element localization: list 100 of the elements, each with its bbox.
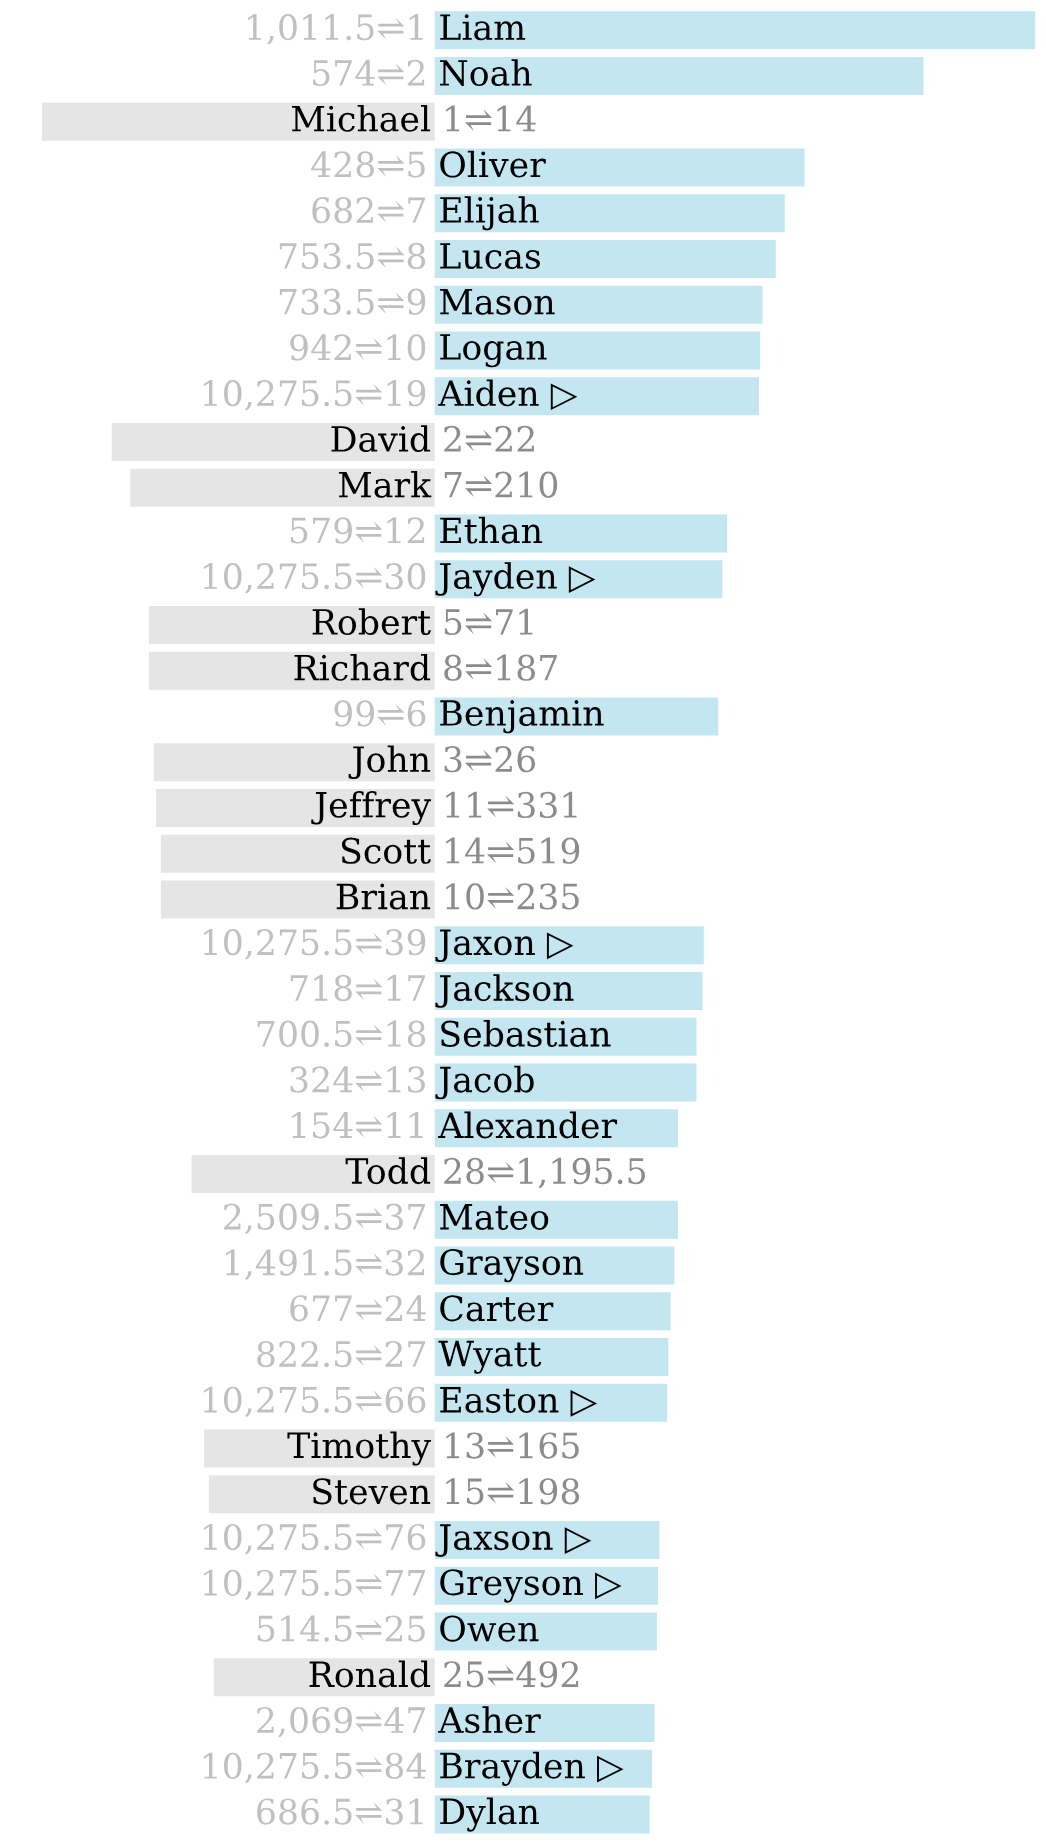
annotation: 11⇌331 <box>446 791 577 819</box>
bar <box>130 468 435 507</box>
annotation: 574⇌2 <box>313 59 425 87</box>
bar <box>434 148 805 187</box>
y-tick-label: Mason <box>440 289 555 315</box>
annotation: 1,491.5⇌32 <box>225 1249 425 1280</box>
y-tick-label: Jackson <box>435 974 574 1008</box>
y-tick-label: Michael <box>292 104 431 132</box>
annotation: 1⇌14 <box>446 105 536 132</box>
annotation: 10,275.5⇌77 <box>203 1569 426 1601</box>
annotation: 428⇌5 <box>311 151 425 178</box>
y-tick-label: Oliver <box>440 150 546 178</box>
annotation: 2,509.5⇌37 <box>224 1203 426 1235</box>
bar <box>434 1338 669 1377</box>
bar <box>434 331 761 370</box>
annotation: 28⇌1,195.5 <box>444 1157 646 1189</box>
y-tick-label: Ronald <box>309 1660 431 1688</box>
bar <box>160 834 435 873</box>
y-tick-label: Richard <box>294 653 431 681</box>
bar <box>434 194 785 233</box>
annotation: 942⇌10 <box>290 334 426 361</box>
annotation: 14⇌519 <box>446 837 580 864</box>
y-tick-label: David <box>331 425 431 453</box>
bar <box>434 11 1036 50</box>
bar <box>148 651 435 690</box>
y-tick-label: Alexander <box>438 1111 618 1139</box>
y-tick-label: Greyson ▷ <box>440 1569 622 1603</box>
y-tick-label: Wyatt <box>438 1340 542 1374</box>
annotation: 10,275.5⇌39 <box>203 929 426 960</box>
y-tick-label: Scott <box>342 837 431 864</box>
y-tick-label: Grayson <box>440 1248 584 1283</box>
annotation: 1,011.5⇌1 <box>248 14 423 45</box>
bar <box>434 1200 678 1239</box>
annotation: 682⇌7 <box>312 197 426 224</box>
bar <box>156 789 435 828</box>
annotation: 10⇌235 <box>446 883 579 910</box>
y-tick-label: John <box>348 745 431 780</box>
annotation: 25⇌492 <box>444 1661 579 1688</box>
y-tick-label: Elijah <box>440 196 539 231</box>
y-tick-label: Owen <box>440 1615 539 1642</box>
annotation: 733.5⇌9 <box>279 288 426 315</box>
y-tick-label: Ethan <box>440 516 543 544</box>
annotation: 3⇌26 <box>444 746 536 773</box>
y-tick-label: Aiden ▷ <box>438 379 578 411</box>
y-tick-label: Noah <box>440 59 532 87</box>
annotation: 7⇌210 <box>444 471 558 498</box>
bar <box>191 1155 435 1194</box>
bar <box>153 743 435 782</box>
annotation: 99⇌6 <box>334 700 426 727</box>
annotation: 514.5⇌25 <box>257 1615 425 1642</box>
annotation: 10,275.5⇌30 <box>203 563 426 594</box>
annotation: 15⇌198 <box>446 1478 580 1505</box>
y-tick-label: Easton ▷ <box>440 1387 598 1417</box>
annotation: 579⇌12 <box>290 517 425 544</box>
bar <box>434 1612 657 1651</box>
annotation: 686.5⇌31 <box>257 1798 423 1825</box>
bar <box>434 1292 671 1331</box>
y-tick-label: Lucas <box>440 243 540 270</box>
annotation: 8⇌187 <box>444 654 557 681</box>
y-tick-label: Mark <box>338 470 432 498</box>
y-tick-label: Jacob <box>435 1065 534 1100</box>
y-tick-label: Asher <box>438 1706 541 1734</box>
bar <box>434 377 759 416</box>
annotation: 753.5⇌8 <box>279 242 426 270</box>
annotation: 2,069⇌47 <box>257 1706 426 1738</box>
annotation: 718⇌17 <box>290 974 426 1002</box>
y-tick-label: Liam <box>440 14 526 41</box>
annotation: 2⇌22 <box>444 425 534 452</box>
bar <box>434 926 704 965</box>
y-tick-label: Robert <box>312 608 431 636</box>
annotation: 13⇌165 <box>446 1432 579 1459</box>
annotation: 5⇌71 <box>444 608 533 636</box>
bar <box>434 1704 655 1743</box>
bar <box>434 285 763 324</box>
y-tick-label: Dylan <box>440 1797 539 1832</box>
y-tick-label: Benjamin <box>440 700 604 734</box>
annotation: 324⇌13 <box>290 1066 425 1093</box>
bar <box>434 1795 650 1834</box>
bar <box>434 57 924 95</box>
y-tick-label: Brayden ▷ <box>440 1751 624 1786</box>
y-tick-label: Carter <box>440 1295 554 1322</box>
y-tick-label: Jaxson ▷ <box>435 1524 592 1557</box>
bar <box>160 880 435 919</box>
bar <box>434 240 776 278</box>
bar <box>434 560 723 599</box>
annotation: 154⇌11 <box>292 1112 423 1139</box>
bar <box>434 972 703 1011</box>
y-tick-label: Steven <box>313 1478 431 1505</box>
annotation: 10,275.5⇌76 <box>203 1523 426 1555</box>
y-tick-label: Todd <box>345 1157 431 1185</box>
annotation: 677⇌24 <box>290 1295 426 1322</box>
bar <box>434 514 728 553</box>
annotation: 700.5⇌18 <box>257 1020 426 1047</box>
y-tick-label: Brian <box>336 883 431 910</box>
bar <box>42 102 435 141</box>
bar <box>434 1063 697 1102</box>
y-tick-label: Jayden ▷ <box>435 562 596 597</box>
annotation: 822.5⇌27 <box>257 1340 426 1368</box>
annotation: 10,275.5⇌84 <box>203 1752 426 1784</box>
bar <box>148 606 435 645</box>
